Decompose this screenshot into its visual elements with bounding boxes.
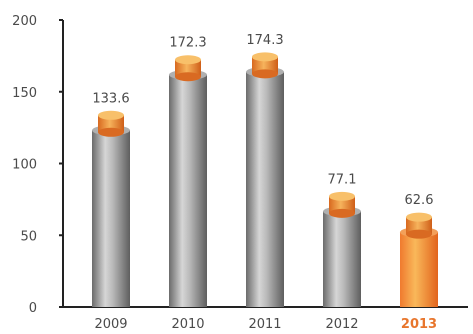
bar-cap-bottom: [98, 127, 124, 137]
x-tick-label-2012: 2012: [325, 317, 358, 332]
bar-cap-top: [175, 55, 201, 65]
bar-cap-bottom: [252, 69, 278, 79]
bar-2010: [169, 55, 207, 307]
bar-2013: [400, 212, 438, 307]
bar-cap-side: [252, 56, 278, 74]
x-tick-label-2013: 2013: [401, 317, 437, 332]
bar-body: [169, 74, 207, 307]
data-label-2011: 174.3: [246, 33, 283, 48]
bar-cap-side: [329, 196, 355, 214]
x-tick-label-2009: 2009: [94, 317, 127, 332]
x-tick-label-2010: 2010: [171, 317, 204, 332]
bars-group: [92, 52, 438, 307]
bar-2009: [92, 110, 130, 307]
bar-cap-top: [329, 191, 355, 201]
bar-cap-side: [175, 59, 201, 77]
labels-group: 133.6 2009 172.3 2010 174.3 2011 77.1 2012 62.6 2…: [92, 33, 437, 332]
bar-2012: [323, 191, 361, 307]
bar-cap-top: [252, 52, 278, 62]
bar-body: [246, 71, 284, 307]
bar-cap-bottom: [406, 229, 432, 239]
x-tick-label-2011: 2011: [248, 317, 281, 332]
data-label-2013: 62.6: [405, 193, 434, 208]
bar-body: [323, 211, 361, 307]
axes: 0 50 100 150 200: [12, 14, 468, 316]
data-label-2010: 172.3: [169, 36, 206, 51]
bar-cap-top: [406, 212, 432, 222]
data-label-2012: 77.1: [328, 172, 357, 187]
bar-body: [400, 232, 438, 307]
bar-cap-bottom: [175, 72, 201, 82]
data-label-2009: 133.6: [92, 91, 129, 106]
bar-cap-side: [406, 217, 432, 235]
bar-cap-side: [98, 115, 124, 133]
bar-2011: [246, 52, 284, 307]
y-tick-label: 200: [12, 14, 37, 29]
bar-cap-top: [98, 110, 124, 120]
y-tick-label: 150: [12, 86, 37, 101]
y-tick-label: 50: [20, 229, 37, 244]
y-tick-label: 100: [12, 158, 37, 173]
bar-body: [92, 130, 130, 307]
bar-cap-bottom: [329, 208, 355, 218]
y-tick-label: 0: [29, 301, 37, 316]
